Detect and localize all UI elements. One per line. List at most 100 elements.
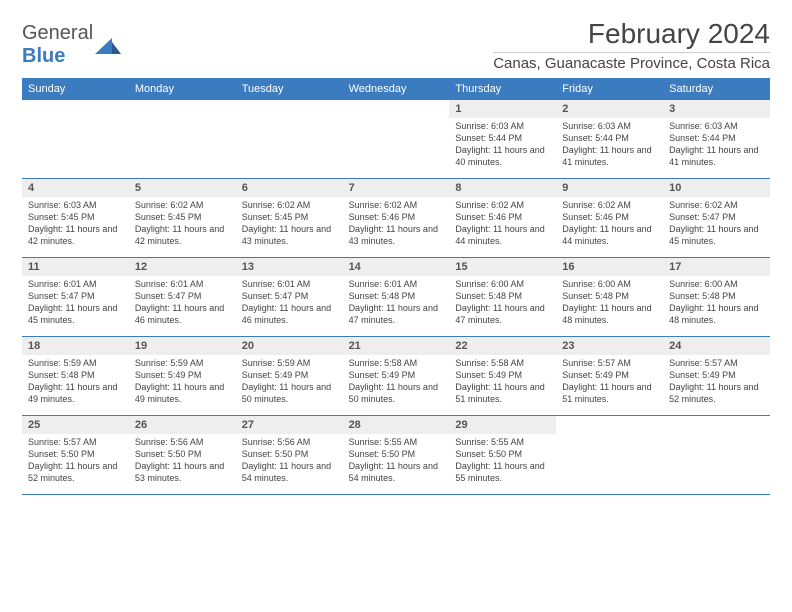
- date-number: [129, 100, 236, 106]
- calendar-day-cell: 18Sunrise: 5:59 AMSunset: 5:48 PMDayligh…: [22, 337, 129, 415]
- date-number: 17: [663, 258, 770, 276]
- date-number: 21: [343, 337, 450, 355]
- calendar-day-cell: 15Sunrise: 6:00 AMSunset: 5:48 PMDayligh…: [449, 258, 556, 336]
- calendar-day-cell: 4 Sunrise: 6:03 AMSunset: 5:45 PMDaylight…: [22, 179, 129, 257]
- calendar-day-cell: 25 Sunrise: 5:57 AMSunset: 5:50 PMDayligh…: [22, 416, 129, 494]
- sunset-text: Sunset: 5:48 PM: [455, 290, 550, 302]
- sunrise-text: Sunrise: 6:01 AM: [28, 278, 123, 290]
- weekday-header: Saturday: [663, 78, 770, 100]
- daylight-text: Daylight: 11 hours and 47 minutes.: [349, 302, 444, 326]
- date-number: 13: [236, 258, 343, 276]
- sunset-text: Sunset: 5:50 PM: [242, 448, 337, 460]
- sunset-text: Sunset: 5:47 PM: [28, 290, 123, 302]
- sunrise-text: Sunrise: 5:57 AM: [562, 357, 657, 369]
- calendar-day-cell: 9Sunrise: 6:02 AMSunset: 5:46 PMDaylight…: [556, 179, 663, 257]
- calendar-day-cell: 13 Sunrise: 6:01 AMSunset: 5:47 PMDayligh…: [236, 258, 343, 336]
- sunrise-text: Sunrise: 6:03 AM: [28, 199, 123, 211]
- daylight-text: Daylight: 11 hours and 48 minutes.: [562, 302, 657, 326]
- sunset-text: Sunset: 5:48 PM: [349, 290, 444, 302]
- day-details: Sunrise: 5:59 AMSunset: 5:49 PMDaylight:…: [129, 357, 236, 406]
- daylight-text: Daylight: 11 hours and 41 minutes.: [669, 144, 764, 168]
- date-number: 5: [129, 179, 236, 197]
- day-details: Sunrise: 6:02 AMSunset: 5:46 PMDaylight:…: [343, 199, 450, 248]
- calendar-day-cell: [663, 416, 770, 494]
- weekday-header: Friday: [556, 78, 663, 100]
- calendar-day-cell: 17Sunrise: 6:00 AMSunset: 5:48 PMDayligh…: [663, 258, 770, 336]
- calendar-day-cell: 29Sunrise: 5:55 AMSunset: 5:50 PMDayligh…: [449, 416, 556, 494]
- sunset-text: Sunset: 5:45 PM: [28, 211, 123, 223]
- date-number: 10: [663, 179, 770, 197]
- date-number: 15: [449, 258, 556, 276]
- day-details: Sunrise: 6:02 AMSunset: 5:45 PMDaylight:…: [129, 199, 236, 248]
- weekday-header: Sunday: [22, 78, 129, 100]
- sunrise-text: Sunrise: 6:01 AM: [349, 278, 444, 290]
- date-number: 23: [556, 337, 663, 355]
- weekday-header: Wednesday: [343, 78, 450, 100]
- sunset-text: Sunset: 5:44 PM: [669, 132, 764, 144]
- sunrise-text: Sunrise: 5:58 AM: [455, 357, 550, 369]
- sunrise-text: Sunrise: 6:00 AM: [562, 278, 657, 290]
- day-details: Sunrise: 6:02 AMSunset: 5:46 PMDaylight:…: [556, 199, 663, 248]
- day-details: Sunrise: 5:56 AMSunset: 5:50 PMDaylight:…: [129, 436, 236, 485]
- daylight-text: Daylight: 11 hours and 49 minutes.: [135, 381, 230, 405]
- sunset-text: Sunset: 5:45 PM: [242, 211, 337, 223]
- sunrise-text: Sunrise: 6:02 AM: [669, 199, 764, 211]
- day-details: Sunrise: 6:01 AMSunset: 5:47 PMDaylight:…: [129, 278, 236, 327]
- sunset-text: Sunset: 5:49 PM: [242, 369, 337, 381]
- page-header: General Blue February 2024 Canas, Guanac…: [22, 18, 770, 72]
- daylight-text: Daylight: 11 hours and 53 minutes.: [135, 460, 230, 484]
- daylight-text: Daylight: 11 hours and 44 minutes.: [562, 223, 657, 247]
- calendar-body: 1Sunrise: 6:03 AMSunset: 5:44 PMDaylight…: [22, 100, 770, 495]
- sunset-text: Sunset: 5:47 PM: [135, 290, 230, 302]
- day-details: Sunrise: 5:59 AMSunset: 5:49 PMDaylight:…: [236, 357, 343, 406]
- date-number: 27: [236, 416, 343, 434]
- calendar-week-row: 1Sunrise: 6:03 AMSunset: 5:44 PMDaylight…: [22, 100, 770, 179]
- day-details: Sunrise: 6:02 AMSunset: 5:46 PMDaylight:…: [449, 199, 556, 248]
- calendar-day-cell: [343, 100, 450, 178]
- day-details: Sunrise: 5:55 AMSunset: 5:50 PMDaylight:…: [449, 436, 556, 485]
- sunset-text: Sunset: 5:48 PM: [562, 290, 657, 302]
- day-details: Sunrise: 6:03 AMSunset: 5:44 PMDaylight:…: [663, 120, 770, 169]
- calendar-day-cell: 16Sunrise: 6:00 AMSunset: 5:48 PMDayligh…: [556, 258, 663, 336]
- sunrise-text: Sunrise: 5:59 AM: [135, 357, 230, 369]
- day-details: Sunrise: 6:03 AMSunset: 5:45 PMDaylight:…: [22, 199, 129, 248]
- sunset-text: Sunset: 5:46 PM: [562, 211, 657, 223]
- date-number: 14: [343, 258, 450, 276]
- day-details: Sunrise: 6:01 AMSunset: 5:48 PMDaylight:…: [343, 278, 450, 327]
- sunrise-text: Sunrise: 5:58 AM: [349, 357, 444, 369]
- day-details: Sunrise: 5:57 AMSunset: 5:50 PMDaylight:…: [22, 436, 129, 485]
- sunrise-text: Sunrise: 6:02 AM: [135, 199, 230, 211]
- calendar-day-cell: [556, 416, 663, 494]
- date-number: 25: [22, 416, 129, 434]
- sunrise-text: Sunrise: 6:03 AM: [669, 120, 764, 132]
- calendar-day-cell: 26Sunrise: 5:56 AMSunset: 5:50 PMDayligh…: [129, 416, 236, 494]
- sunrise-text: Sunrise: 5:57 AM: [28, 436, 123, 448]
- calendar-week-row: 11Sunrise: 6:01 AMSunset: 5:47 PMDayligh…: [22, 258, 770, 337]
- daylight-text: Daylight: 11 hours and 43 minutes.: [349, 223, 444, 247]
- day-details: Sunrise: 5:58 AMSunset: 5:49 PMDaylight:…: [343, 357, 450, 406]
- date-number: [556, 416, 663, 422]
- logo-text: General Blue: [22, 22, 93, 68]
- sunrise-text: Sunrise: 5:56 AM: [135, 436, 230, 448]
- day-details: Sunrise: 5:59 AMSunset: 5:48 PMDaylight:…: [22, 357, 129, 406]
- title-block: February 2024 Canas, Guanacaste Province…: [493, 18, 770, 72]
- date-number: 24: [663, 337, 770, 355]
- calendar-day-cell: 2Sunrise: 6:03 AMSunset: 5:44 PMDaylight…: [556, 100, 663, 178]
- daylight-text: Daylight: 11 hours and 40 minutes.: [455, 144, 550, 168]
- sunrise-text: Sunrise: 5:59 AM: [242, 357, 337, 369]
- daylight-text: Daylight: 11 hours and 52 minutes.: [28, 460, 123, 484]
- daylight-text: Daylight: 11 hours and 46 minutes.: [242, 302, 337, 326]
- weekday-header-row: Sunday Monday Tuesday Wednesday Thursday…: [22, 78, 770, 100]
- weekday-header: Monday: [129, 78, 236, 100]
- logo: General Blue: [22, 18, 121, 68]
- sunrise-text: Sunrise: 6:00 AM: [669, 278, 764, 290]
- day-details: Sunrise: 6:01 AMSunset: 5:47 PMDaylight:…: [236, 278, 343, 327]
- day-details: Sunrise: 5:56 AMSunset: 5:50 PMDaylight:…: [236, 436, 343, 485]
- calendar-day-cell: 23Sunrise: 5:57 AMSunset: 5:49 PMDayligh…: [556, 337, 663, 415]
- calendar-day-cell: 22Sunrise: 5:58 AMSunset: 5:49 PMDayligh…: [449, 337, 556, 415]
- daylight-text: Daylight: 11 hours and 46 minutes.: [135, 302, 230, 326]
- day-details: Sunrise: 6:03 AMSunset: 5:44 PMDaylight:…: [556, 120, 663, 169]
- logo-text-gray: General: [22, 22, 93, 44]
- calendar-week-row: 4Sunrise: 6:03 AMSunset: 5:45 PMDaylight…: [22, 179, 770, 258]
- date-number: 4: [22, 179, 129, 197]
